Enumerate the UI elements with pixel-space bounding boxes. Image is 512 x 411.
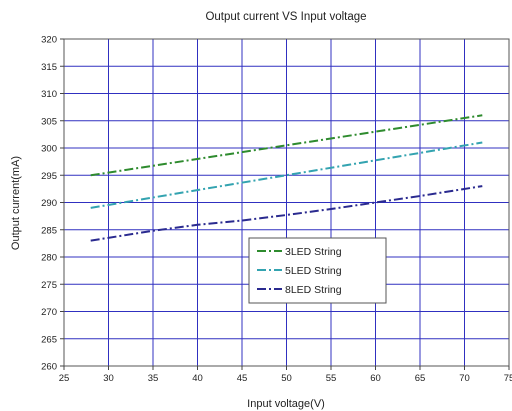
y-tick-label: 305 (41, 116, 57, 127)
series-lines (90, 114, 483, 242)
grid (63, 38, 510, 367)
y-tick-label: 315 (41, 62, 57, 73)
series-line-2 (90, 141, 483, 209)
legend-label: 8LED String (285, 284, 342, 296)
y-tick-label: 265 (41, 334, 57, 345)
x-axis-label: Input voltage(V) (247, 398, 325, 410)
x-tick-label: 70 (459, 373, 470, 384)
axis-ticks: 25 30 35 40 45 50 55 60 65 70 75 260 265 270 275 280 285… (41, 35, 512, 385)
x-tick-label: 35 (148, 373, 159, 384)
legend-box (248, 237, 387, 304)
x-tick-label: 50 (281, 373, 292, 384)
y-axis-label: Output current(mA) (10, 156, 22, 250)
x-tick-label: 55 (326, 373, 337, 384)
y-tick-label: 260 (41, 362, 57, 373)
y-tick-label: 280 (41, 253, 57, 264)
legend: 3LED String 5LED String 8LED String (248, 237, 387, 304)
y-tick-label: 290 (41, 198, 57, 209)
y-tick-label: 300 (41, 144, 57, 155)
x-tick-label: 75 (504, 373, 512, 384)
y-tick-label: 270 (41, 307, 57, 318)
y-tick-label: 285 (41, 225, 57, 236)
x-tick-label: 25 (59, 373, 70, 384)
x-tick-label: 65 (415, 373, 426, 384)
y-tick-label: 310 (41, 89, 57, 100)
x-tick-label: 45 (237, 373, 248, 384)
x-tick-label: 40 (192, 373, 203, 384)
legend-label: 5LED String (285, 265, 342, 277)
x-tick-label: 30 (103, 373, 114, 384)
chart-title: Output current VS Input voltage (205, 11, 366, 23)
y-tick-label: 295 (41, 171, 57, 182)
series-line-1 (90, 114, 483, 177)
y-tick-label: 320 (41, 35, 57, 46)
y-tick-label: 275 (41, 280, 57, 291)
legend-label: 3LED String (285, 246, 342, 258)
x-tick-label: 60 (370, 373, 381, 384)
